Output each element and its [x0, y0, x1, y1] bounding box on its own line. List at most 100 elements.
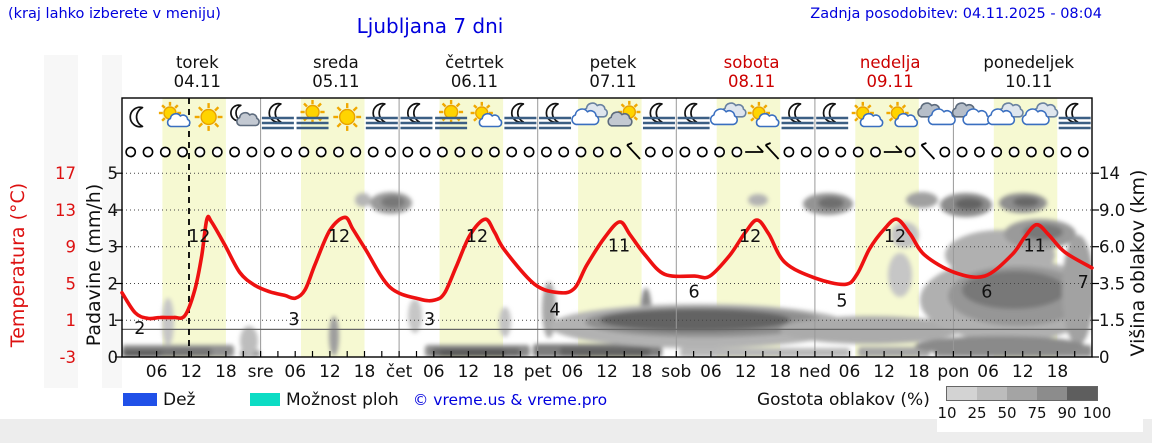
wind-calm-icon [436, 146, 448, 158]
wind-calm-icon [1060, 146, 1072, 158]
svg-text:06: 06 [562, 362, 584, 382]
weather-icon-fog-sun [435, 100, 468, 130]
wind-calm-icon [714, 146, 725, 158]
svg-text:18: 18 [1047, 362, 1069, 382]
wind-calm-icon [575, 146, 587, 158]
svg-text:12: 12 [1012, 362, 1034, 382]
weather-icon-fog-moon [400, 102, 433, 130]
wind-calm-icon [315, 146, 327, 158]
wind-calm-icon [419, 146, 431, 158]
wind-calm-icon [488, 146, 500, 158]
day-date: 08.11 [727, 72, 776, 91]
showers-legend-label: Možnost ploh [286, 390, 399, 410]
precip-axis-title: Padavine (mm/h) [83, 183, 105, 347]
wind-calm-icon [229, 146, 240, 158]
wind-calm-icon [1026, 146, 1037, 158]
svg-text:12: 12 [188, 227, 210, 247]
svg-text:13: 13 [55, 201, 76, 220]
day-name: sreda [312, 53, 359, 72]
wind-barb-icon [626, 142, 641, 160]
weather-icon-sun [333, 103, 362, 131]
wind-calm-icon [471, 146, 483, 158]
rain-legend-swatch [123, 393, 157, 406]
svg-text:-3: -3 [60, 348, 76, 367]
day-header-sobota: sobota 08.11 [682, 53, 821, 91]
left-margin-band [44, 55, 78, 388]
svg-text:2: 2 [108, 275, 119, 294]
copyright-link[interactable]: © vreme.us & vreme.pro [412, 391, 608, 409]
wind-calm-icon [800, 146, 812, 158]
svg-text:17: 17 [55, 164, 76, 183]
svg-text:18: 18 [769, 362, 791, 382]
svg-text:6: 6 [981, 282, 992, 302]
last-update: Zadnja posodobitev: 04.11.2025 - 08:04 [810, 6, 1102, 22]
wind-calm-icon [159, 146, 171, 158]
svg-text:7: 7 [1078, 273, 1089, 293]
svg-text:12: 12 [466, 227, 488, 247]
svg-text:12: 12 [458, 362, 480, 382]
svg-text:12: 12 [596, 362, 618, 382]
day-separators [260, 98, 954, 357]
wind-calm-icon [385, 146, 396, 158]
wind-calm-icon [904, 146, 916, 158]
weather-icon-fog-sun [296, 100, 329, 130]
svg-text:18: 18 [354, 362, 376, 382]
svg-text:12: 12 [735, 362, 757, 382]
svg-text:06: 06 [700, 362, 722, 382]
svg-text:ned: ned [799, 362, 831, 382]
svg-text:06: 06 [146, 362, 168, 382]
day-name: nedelja [859, 53, 921, 72]
wind-calm-icon [1008, 146, 1020, 158]
temp-tick-labels: 17 13 9 5 1 -3 [55, 164, 76, 367]
weather-icon-fog-moon [365, 102, 398, 130]
time-tick-labels: 06 12 18 sre 06 12 18 čet 06 12 18 pet 06 12 18 sob 06 12… [146, 362, 1068, 382]
cloud-density-legend-label: Gostota oblakov (%) [757, 390, 930, 410]
wind-calm-icon [610, 146, 622, 158]
day-header-sreda: sreda 05.11 [267, 53, 406, 91]
wind-calm-icon [991, 146, 1003, 158]
svg-text:5: 5 [836, 292, 847, 312]
svg-text:čet: čet [386, 362, 413, 382]
svg-text:12: 12 [884, 227, 906, 247]
svg-text:2: 2 [134, 319, 145, 339]
cloud-density-tick: 100 [1082, 404, 1112, 422]
svg-text:06: 06 [839, 362, 861, 382]
svg-text:9: 9 [66, 238, 77, 257]
svg-text:18: 18 [492, 362, 514, 382]
wind-calm-icon [263, 146, 275, 158]
day-header-ponedeljek: ponedeljek 10.11 [959, 53, 1098, 91]
day-name: petek [589, 53, 637, 72]
wind-calm-icon [211, 146, 223, 158]
wind-calm-icon [194, 146, 206, 158]
cloud-density-scale-bar [946, 386, 1098, 401]
weather-icon-clouds [987, 102, 1024, 126]
svg-text:1.5: 1.5 [1099, 311, 1125, 330]
wind-calm-icon [454, 146, 466, 158]
weather-icon-clouds [571, 102, 608, 126]
wind-calm-icon [333, 146, 344, 158]
svg-text:3: 3 [288, 310, 299, 330]
svg-text:0: 0 [1099, 348, 1110, 367]
wind-calm-icon [974, 146, 985, 158]
svg-text:sob: sob [661, 362, 691, 382]
svg-text:4: 4 [108, 201, 119, 220]
day-name: sobota [723, 53, 780, 72]
wind-calm-icon [956, 146, 968, 158]
svg-text:6: 6 [689, 282, 700, 302]
svg-text:11: 11 [1024, 236, 1046, 256]
svg-text:3.5: 3.5 [1099, 275, 1125, 294]
cloud-density-tick: 50 [997, 404, 1017, 422]
svg-text:12: 12 [319, 362, 341, 382]
weather-icon-fog-moon [781, 102, 814, 130]
temperature-value-labels: 2 12 3 12 3 12 4 11 6 12 5 12 6 11 7 [134, 227, 1089, 339]
wind-calm-icon [835, 146, 847, 158]
day-name: četrtek [445, 53, 504, 72]
svg-text:1: 1 [66, 311, 77, 330]
wind-calm-icon [298, 146, 310, 158]
wind-calm-icon [1043, 146, 1055, 158]
svg-text:18: 18 [215, 362, 237, 382]
temperature-axis-title: Temperatura (°C) [7, 182, 29, 348]
svg-text:5: 5 [108, 164, 119, 183]
wind-calm-icon [367, 146, 379, 158]
